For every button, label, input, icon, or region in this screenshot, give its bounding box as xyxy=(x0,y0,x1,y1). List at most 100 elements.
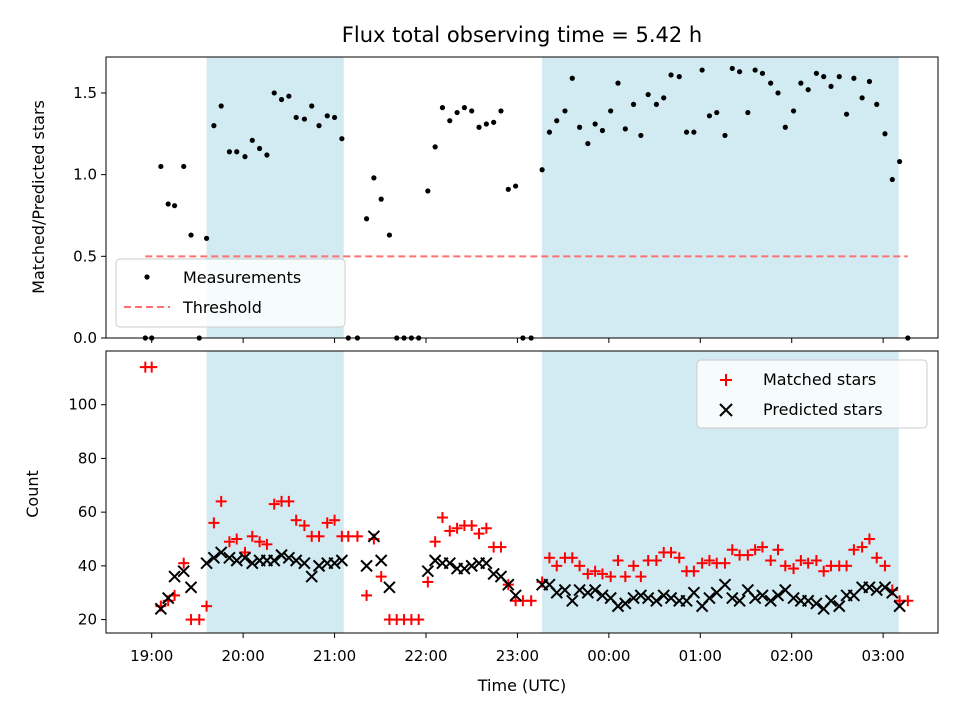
top-ytick-label: 0.0 xyxy=(73,329,97,347)
matched-star-point xyxy=(231,533,243,545)
matched-star-point xyxy=(298,520,310,532)
matched-star-point xyxy=(543,552,555,564)
predicted-star-point xyxy=(223,551,236,565)
predicted-star-point xyxy=(458,562,471,575)
bottom-legend-box xyxy=(696,359,928,429)
top-plot-frame xyxy=(105,56,939,339)
measurement-point xyxy=(293,114,299,121)
predicted-star-point xyxy=(748,591,762,605)
matched-star-point xyxy=(772,544,784,556)
matched-star-point xyxy=(208,517,220,529)
bottom-shaded-region-0 xyxy=(206,351,344,633)
measurement-point xyxy=(439,105,446,111)
predicted-star-point xyxy=(573,583,586,597)
measurement-point xyxy=(836,74,842,80)
matched-star-point xyxy=(665,546,677,558)
bottom-plot: 20 40 60 80 100 19:00 20:00 21:00 22:00 23:00 00:… xyxy=(23,350,939,695)
matched-star-point xyxy=(756,541,768,553)
predicted-star-point xyxy=(421,565,435,578)
measurement-point xyxy=(286,93,292,99)
matched-star-point xyxy=(619,571,631,583)
measurement-point xyxy=(339,136,345,142)
measurement-point xyxy=(188,232,194,238)
predicted-star-point xyxy=(275,548,288,562)
matched-star-point xyxy=(765,554,777,566)
measurement-point xyxy=(301,116,307,122)
measurement-point xyxy=(498,108,504,114)
measurement-point xyxy=(546,129,553,135)
matched-star-point xyxy=(635,571,647,583)
predicted-star-point xyxy=(480,556,493,570)
x-axis-label: Time (UTC) xyxy=(477,676,566,695)
matched-star-point xyxy=(215,495,227,507)
predicted-star-point xyxy=(634,589,648,602)
predicted-star-point xyxy=(893,599,906,613)
matched-star-point xyxy=(451,522,463,534)
measurement-point xyxy=(897,158,903,165)
measurement-point xyxy=(469,108,475,114)
measurement-point xyxy=(608,108,614,114)
measurement-point xyxy=(592,121,598,127)
matched-star-point xyxy=(628,560,640,572)
measurement-point xyxy=(577,124,583,130)
bottom-ytick-label: 20 xyxy=(78,611,97,629)
predicted-star-point xyxy=(619,597,632,610)
xtick-label: 22:00 xyxy=(404,647,447,665)
measurement-point xyxy=(630,101,637,107)
measurement-point xyxy=(706,113,713,119)
matched-star-point xyxy=(201,600,213,612)
top-shaded-region-1 xyxy=(542,57,899,338)
predicted-star-point xyxy=(268,554,281,567)
measurement-point xyxy=(203,235,210,241)
measurement-point xyxy=(798,80,804,86)
matched-star-point xyxy=(589,565,601,577)
measurement-point xyxy=(790,108,797,114)
matched-star-point xyxy=(688,565,700,577)
matched-star-point xyxy=(719,557,731,569)
matched-star-point xyxy=(574,560,586,572)
measurement-point xyxy=(759,70,766,76)
xtick-label: 02:00 xyxy=(770,647,813,665)
measurement-point xyxy=(513,183,519,189)
measurement-point xyxy=(454,109,460,116)
legend-marker-measurements xyxy=(144,274,150,280)
matched-star-point xyxy=(361,589,373,601)
measurement-point xyxy=(638,132,644,139)
matched-star-point xyxy=(871,552,883,564)
measurement-point xyxy=(425,188,431,194)
predicted-star-point xyxy=(833,599,846,613)
measurement-point xyxy=(432,144,438,150)
legend-marker-matched-stars xyxy=(720,374,732,386)
matched-star-point xyxy=(802,557,814,569)
matched-star-point xyxy=(788,563,800,575)
top-ytick-label: 1.5 xyxy=(73,84,97,102)
predicted-star-point xyxy=(756,589,769,602)
matched-star-point xyxy=(566,552,578,564)
predicted-star-point xyxy=(596,589,609,602)
predicted-star-point xyxy=(588,583,602,597)
xtick-label: 21:00 xyxy=(313,647,356,665)
matched-star-point xyxy=(268,498,280,510)
predicted-star-point xyxy=(200,556,213,570)
measurement-point xyxy=(683,129,690,135)
predicted-star-point xyxy=(230,554,243,567)
measurement-point xyxy=(722,132,728,139)
measurement-point xyxy=(331,114,338,121)
predicted-star-point xyxy=(383,581,396,594)
measurement-point xyxy=(752,67,758,73)
measurement-point xyxy=(737,69,743,75)
measurement-point xyxy=(569,75,575,81)
measurement-point xyxy=(242,154,248,160)
measurement-point xyxy=(257,145,263,152)
predicted-star-point xyxy=(801,594,815,607)
matched-star-point xyxy=(779,560,791,572)
matched-star-point xyxy=(742,549,754,561)
matched-star-point xyxy=(246,530,258,542)
measurement-point xyxy=(599,127,606,134)
predicted-star-point xyxy=(238,551,252,565)
matched-star-point xyxy=(525,595,537,607)
top-legend: Measurements Threshold xyxy=(115,258,346,328)
top-plot: 0.0 0.5 1.0 1.5 Matched/Predicted stars Mea… xyxy=(29,56,939,347)
legend-label-measurements: Measurements xyxy=(183,268,301,287)
top-y-axis-label: Matched/Predicted stars xyxy=(29,100,48,294)
